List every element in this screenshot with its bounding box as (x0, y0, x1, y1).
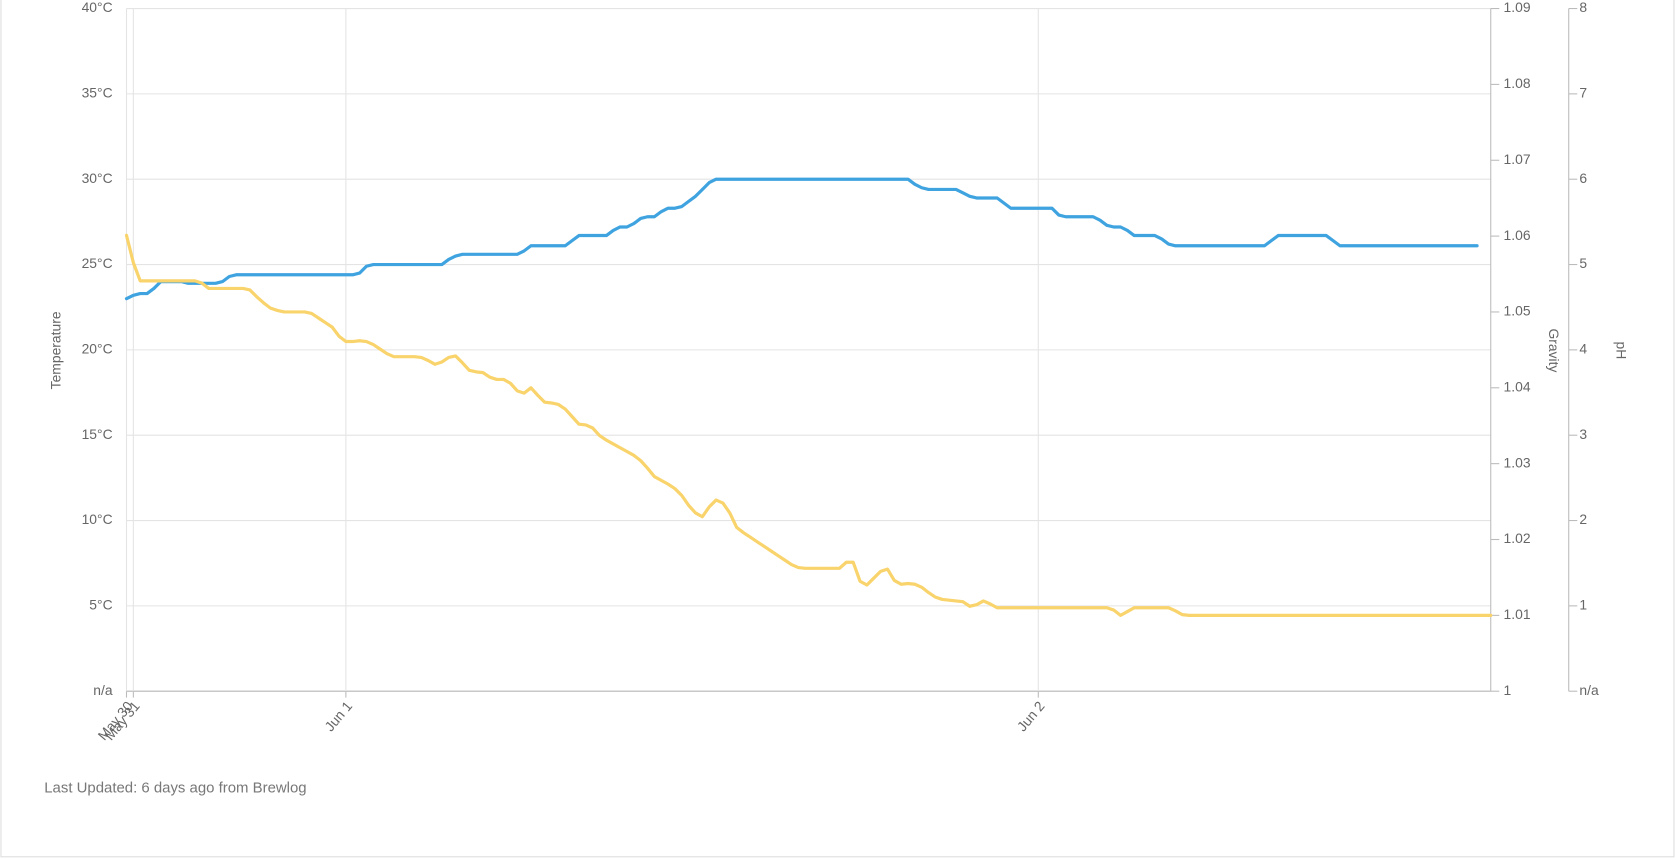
y2-tick-label: 1.01 (1504, 606, 1531, 622)
y2-tick-label: 1 (1504, 682, 1512, 698)
y-tick-label: n/a (93, 682, 113, 698)
y3-tick-label: 6 (1579, 170, 1587, 186)
y3-tick-label: 5 (1579, 255, 1587, 271)
y-axis-title: Temperature (48, 311, 64, 389)
y2-tick-label: 1.06 (1504, 227, 1531, 243)
footer: Last Updated: 6 days ago from Brewlog (44, 779, 306, 796)
y-tick-label: 5°C (89, 597, 112, 613)
y-tick-label: 25°C (82, 255, 113, 271)
y-tick-label: 30°C (82, 170, 113, 186)
y3-tick-label: 2 (1579, 511, 1587, 527)
y2-tick-label: 1.03 (1504, 454, 1531, 470)
y2-tick-label: 1.08 (1504, 75, 1531, 91)
y2-tick-label: 1.04 (1504, 378, 1531, 394)
y-tick-label: 40°C (82, 0, 113, 15)
y3-tick-label: 1 (1579, 597, 1587, 613)
y2-tick-label: 1.09 (1504, 0, 1531, 15)
y3-tick-label: 3 (1579, 426, 1587, 442)
y2-tick-label: 1.07 (1504, 151, 1531, 167)
y2-axis-title: Gravity (1546, 328, 1562, 372)
y3-axis-title: pH (1613, 342, 1629, 360)
series-line (124, 233, 1493, 617)
y-tick-label: 15°C (82, 426, 113, 442)
y2-tick-label: 1.02 (1504, 530, 1531, 546)
series-line (124, 177, 1479, 301)
y3-tick-label: 8 (1579, 0, 1587, 15)
y2-tick-label: 1.05 (1504, 303, 1531, 319)
y-tick-label: 20°C (82, 341, 113, 357)
y3-tick-label: n/a (1579, 682, 1599, 698)
y-tick-label: 35°C (82, 85, 113, 101)
y3-tick-label: 4 (1579, 341, 1587, 357)
y-tick-label: 10°C (82, 511, 113, 527)
y3-tick-label: 7 (1579, 85, 1587, 101)
